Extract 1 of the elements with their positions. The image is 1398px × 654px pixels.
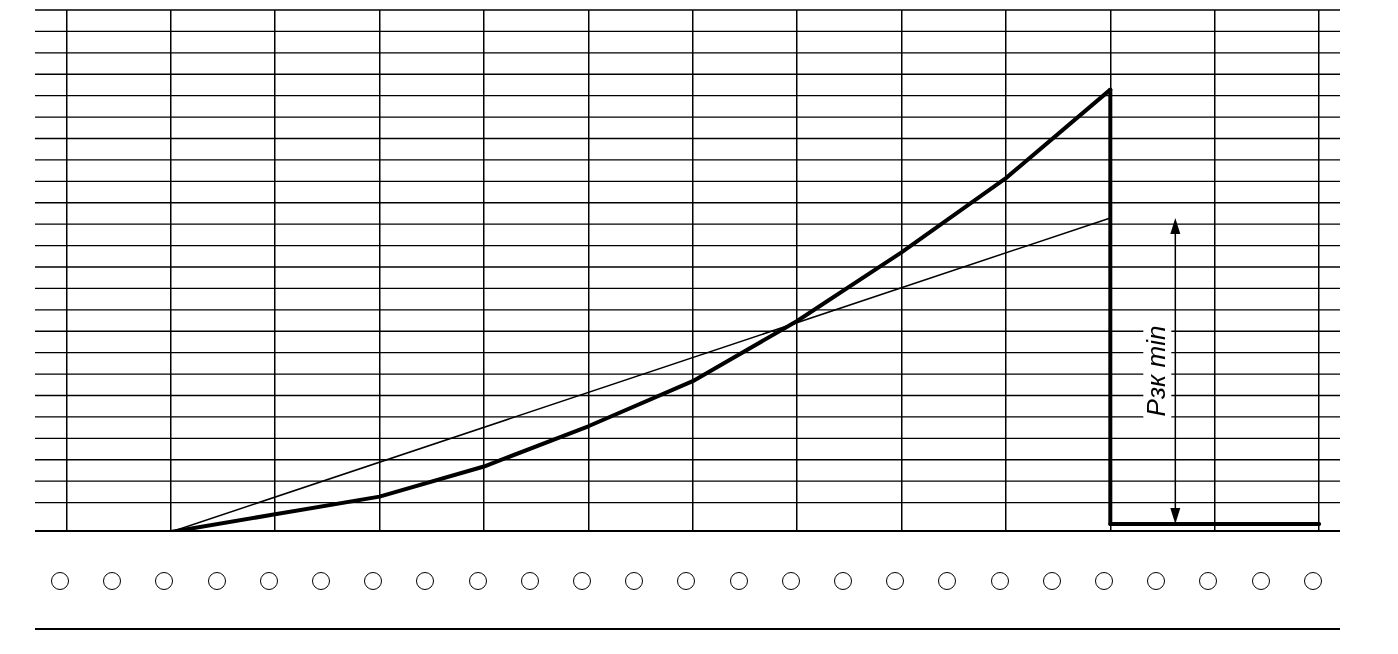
annotation: Рзк min [1140,325,1171,417]
